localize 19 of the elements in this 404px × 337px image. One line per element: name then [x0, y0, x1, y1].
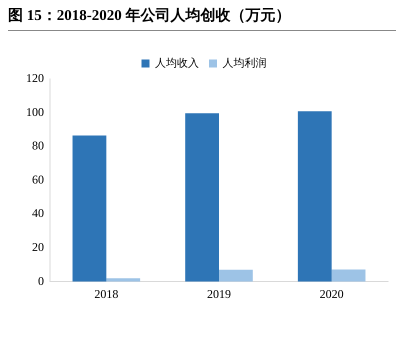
- bar: [219, 270, 253, 282]
- y-tick-label: 80: [32, 138, 44, 153]
- y-tick-label: 60: [32, 172, 44, 186]
- y-tick-label: 0: [38, 274, 44, 288]
- chart-title: 图 15：2018-2020 年公司人均创收（万元）: [8, 6, 290, 25]
- x-tick-label: 2019: [207, 286, 231, 301]
- legend-label: 人均利润: [222, 56, 266, 70]
- bar: [72, 136, 106, 282]
- bar: [106, 278, 140, 282]
- bar: [298, 111, 332, 282]
- legend-label: 人均收入: [155, 56, 199, 70]
- y-tick-label: 120: [26, 71, 44, 86]
- y-tick-label: 20: [32, 240, 44, 254]
- bar: [332, 269, 366, 282]
- x-tick-label: 2020: [320, 286, 344, 301]
- bar: [185, 113, 219, 282]
- y-tick-label: 100: [26, 104, 44, 119]
- x-tick-label: 2018: [94, 286, 118, 301]
- y-tick-label: 40: [32, 206, 44, 220]
